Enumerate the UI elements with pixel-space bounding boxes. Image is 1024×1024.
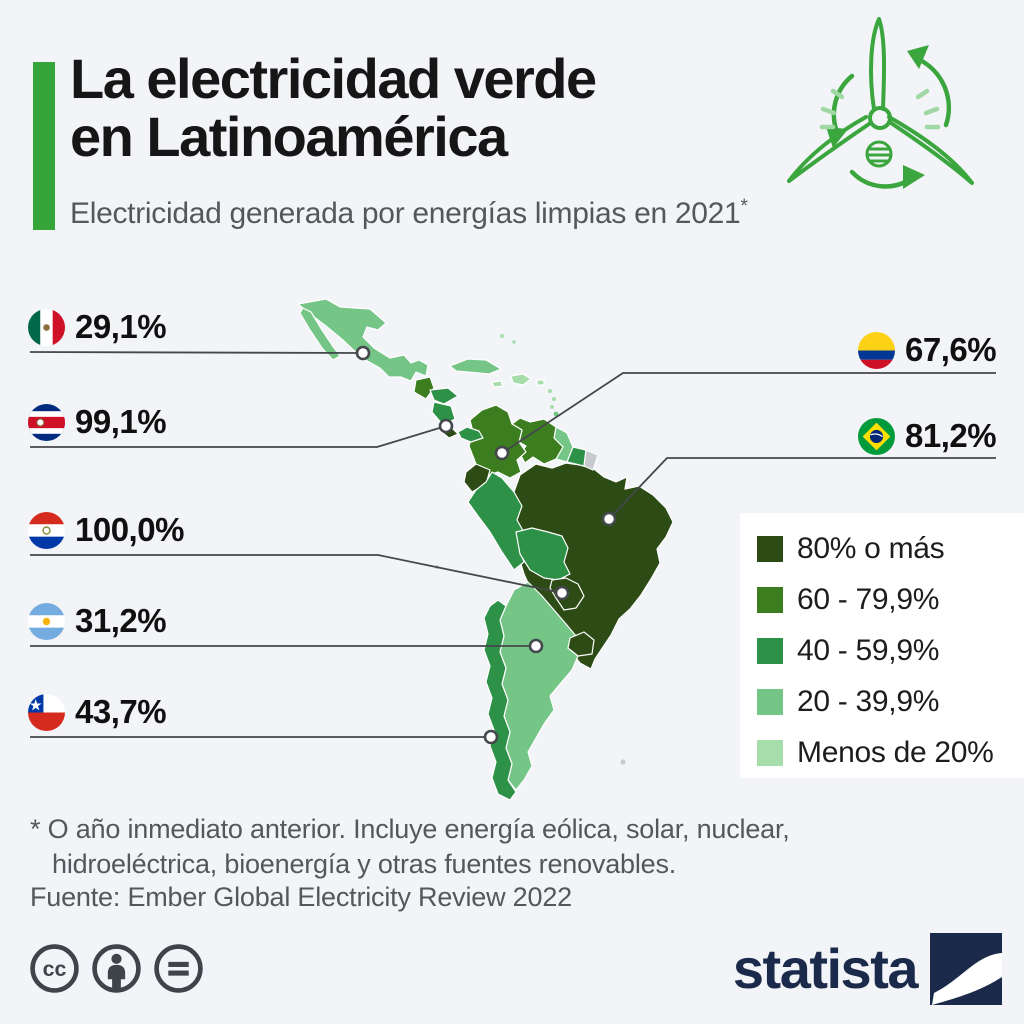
country-honduras (429, 387, 459, 405)
lightbulb-icon (865, 140, 893, 168)
country-uruguay (567, 631, 595, 657)
percent-label-paraguay: 100,0% (75, 511, 184, 548)
legend-swatch-40-59 (757, 638, 783, 664)
legend-row-60-79: 60 - 79,9% (757, 583, 939, 616)
legend-label-under-20: Menos de 20% (797, 736, 994, 769)
page-subtitle: Electricidad generada por energías limpi… (70, 196, 748, 230)
country-panama (457, 426, 484, 443)
cc-by-person-icon (92, 944, 141, 993)
percent-label-brazil: 81,2% (905, 417, 997, 454)
sparkle-dashes (819, 88, 941, 130)
country-costa-rica (437, 421, 459, 439)
statista-brand: statista (733, 933, 1002, 1005)
title-line-2: en Latinoamérica (70, 105, 508, 168)
country-cuba (449, 358, 502, 375)
chile-flag-icon (28, 693, 65, 731)
footnote: * O año inmediato anterior. Incluye ener… (30, 812, 790, 882)
legend-swatch-20-39 (757, 689, 783, 715)
source-text: Fuente: Ember Global Electricity Review … (30, 882, 572, 912)
paraguay-flag-icon (28, 511, 65, 549)
svg-text:cc: cc (43, 957, 67, 981)
latin-america-map (297, 298, 674, 800)
percent-label-colombia: 67,6% (905, 331, 997, 368)
country-french-guiana (583, 449, 599, 471)
mexico-flag-icon (28, 308, 65, 346)
brazil-flag-icon (858, 417, 895, 455)
footnote-line-1: * O año inmediato anterior. Incluye ener… (30, 814, 790, 844)
callout-costa-rica: 99,1% (28, 403, 167, 441)
country-jamaica (491, 380, 504, 388)
wind-turbine-icon (787, 17, 974, 189)
percent-label-mexico: 29,1% (75, 308, 167, 345)
legend-swatch-60-79 (757, 587, 783, 613)
legend-label-40-59: 40 - 59,9% (797, 634, 940, 667)
legend-label-60-79: 60 - 79,9% (797, 583, 940, 616)
title-line-1: La electricidad verde (70, 47, 597, 110)
statista-logo-mark (930, 933, 1002, 1005)
percent-label-costa-rica: 99,1% (75, 403, 167, 440)
callout-chile: 43,7% (28, 693, 167, 731)
callout-brazil: 81,2% (858, 417, 997, 455)
country-nicaragua (431, 401, 456, 426)
legend-label-80-plus: 80% o más (797, 532, 945, 565)
legend-row-80-plus: 80% o más (757, 532, 945, 565)
argentina-flag-icon (28, 602, 65, 640)
callout-argentina: 31,2% (28, 602, 167, 640)
country-peru (467, 471, 526, 571)
statista-wordmark: statista (732, 937, 919, 1000)
country-chile (483, 599, 517, 800)
legend-row-20-39: 20 - 39,9% (757, 685, 939, 718)
legend-row-40-59: 40 - 59,9% (757, 634, 939, 667)
legend-row-under-20: Menos de 20% (757, 736, 994, 769)
footnote-marker: * (740, 196, 748, 217)
legend-swatch-under-20 (757, 740, 783, 766)
percent-label-argentina: 31,2% (75, 602, 167, 639)
costa-rica-flag-icon (28, 403, 65, 441)
country-guatemala (413, 376, 435, 400)
percent-label-chile: 43,7% (75, 693, 167, 730)
cc-license-icons: cc (28, 942, 205, 995)
footnote-line-2: hidroeléctrica, bioenergía y otras fuent… (52, 849, 677, 879)
country-mexico-baja (299, 307, 341, 361)
legend-swatch-80-plus (757, 536, 783, 562)
colombia-flag-icon (858, 331, 895, 369)
country-hispaniola (510, 373, 532, 386)
cc-nd-equals-icon (154, 944, 203, 993)
callout-colombia: 67,6% (858, 331, 997, 369)
green-accent-bar (33, 62, 55, 230)
callout-paraguay: 100,0% (28, 511, 184, 549)
country-puerto-rico (536, 379, 545, 386)
legend-label-20-39: 20 - 39,9% (797, 685, 940, 718)
cc-icon: cc (30, 944, 79, 993)
callout-mexico: 29,1% (28, 308, 167, 346)
page-title: La electricidad verde en Latinoamérica (70, 47, 597, 168)
legend: 80% o más 60 - 79,9% 40 - 59,9% 20 - 39,… (740, 513, 1024, 778)
